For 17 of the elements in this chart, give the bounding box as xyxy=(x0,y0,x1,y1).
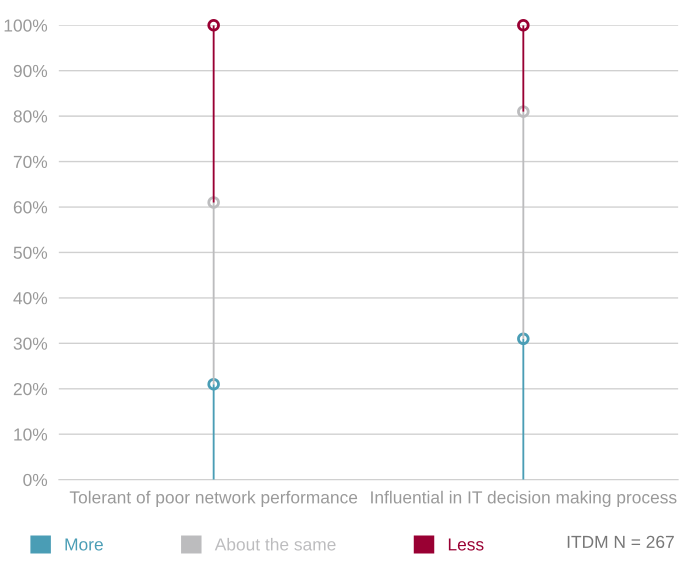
text: ITDM N = 267 xyxy=(568,536,674,548)
y-tick-label: 100% xyxy=(4,19,48,32)
legend-label: More xyxy=(66,538,103,551)
legend-label: About the same xyxy=(214,538,336,551)
y-tick-label: 60% xyxy=(14,201,48,214)
y-tick-label: 80% xyxy=(14,110,48,123)
y-tick-label: 20% xyxy=(14,382,48,396)
y-tick-label: 30% xyxy=(14,338,48,350)
y-tick-label: 0% xyxy=(23,474,48,486)
x-tick-label: Influential in IT decision making process xyxy=(371,490,676,507)
y-tick-label: 50% xyxy=(14,246,48,259)
y-tick-label: 70% xyxy=(14,156,48,168)
y-tick-label: 10% xyxy=(14,428,48,441)
legend-label: Less xyxy=(448,538,484,551)
y-tick-label: 90% xyxy=(14,64,48,78)
y-tick-label: 40% xyxy=(13,292,48,304)
x-tick-label: Tolerant of poor network performance xyxy=(70,490,358,507)
